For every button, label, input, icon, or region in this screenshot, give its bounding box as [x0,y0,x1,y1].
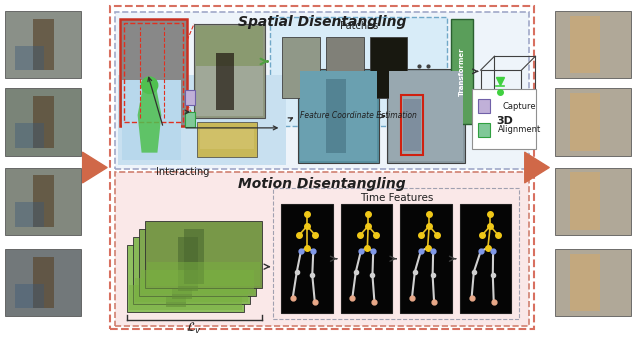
Text: $\mathcal{L}_{v}$: $\mathcal{L}_{v}$ [186,320,202,336]
Text: 3D: 3D [497,116,513,126]
Bar [33,257,54,308]
Bar [197,122,257,157]
Bar [127,245,244,312]
Bar [115,173,529,326]
Text: Spatial Disentangling: Spatial Disentangling [238,15,406,29]
Bar [4,11,81,78]
Bar [555,249,631,316]
Bar [200,129,253,149]
Bar [141,270,253,295]
Bar [4,249,81,316]
Bar [15,123,44,148]
Bar [298,69,380,162]
Bar [185,90,195,105]
Bar [122,80,181,160]
Text: Capture: Capture [502,101,536,111]
Bar [570,93,600,151]
Text: Patches: Patches [340,21,378,31]
Bar [341,204,392,313]
Bar [282,37,320,98]
Bar [185,112,195,127]
Bar [400,204,452,313]
Circle shape [141,76,159,94]
Bar [110,6,534,329]
Bar [555,11,631,78]
Bar [4,88,81,156]
Bar [4,167,81,235]
Bar [477,123,490,137]
Bar [570,16,600,73]
Text: Time Features: Time Features [360,193,433,203]
Bar [129,285,242,310]
Bar [118,75,286,164]
Bar [120,19,187,126]
Bar [403,99,421,151]
Bar [326,79,346,153]
Bar [555,88,631,156]
Text: Transformer: Transformer [459,47,465,96]
Bar [124,23,183,122]
Bar [147,262,260,286]
Bar [196,66,264,116]
Text: Interacting: Interacting [156,167,209,178]
Text: Motion Disentangling: Motion Disentangling [238,177,406,191]
Bar [166,253,186,307]
Bar [401,95,423,155]
Bar [132,237,250,304]
Bar [33,176,54,227]
Bar [194,24,266,118]
Bar [570,173,600,230]
Bar [387,69,465,162]
Bar [282,204,333,313]
Bar [172,245,192,299]
Bar [570,254,600,311]
Bar [481,70,522,111]
Bar [33,19,54,70]
Bar [477,99,490,113]
Bar [184,229,204,283]
Bar [472,89,536,149]
Bar [216,53,234,110]
Bar [369,37,407,98]
Bar [33,96,54,148]
Bar [15,202,44,227]
Bar [460,204,511,313]
Bar [300,71,378,161]
Bar [134,278,248,302]
Polygon shape [138,83,161,153]
Bar [15,45,44,70]
Text: Alignment: Alignment [498,125,541,134]
Bar [451,19,473,124]
Bar [196,26,264,68]
Bar [271,17,447,126]
Bar [15,283,44,308]
Bar [179,237,198,292]
Bar [273,188,519,319]
Bar [139,229,255,297]
Bar [326,37,364,98]
Bar [145,221,262,288]
Bar [555,167,631,235]
Text: Feature Coordinate Estimation: Feature Coordinate Estimation [300,112,417,121]
Bar [389,71,463,161]
Bar [115,12,529,168]
